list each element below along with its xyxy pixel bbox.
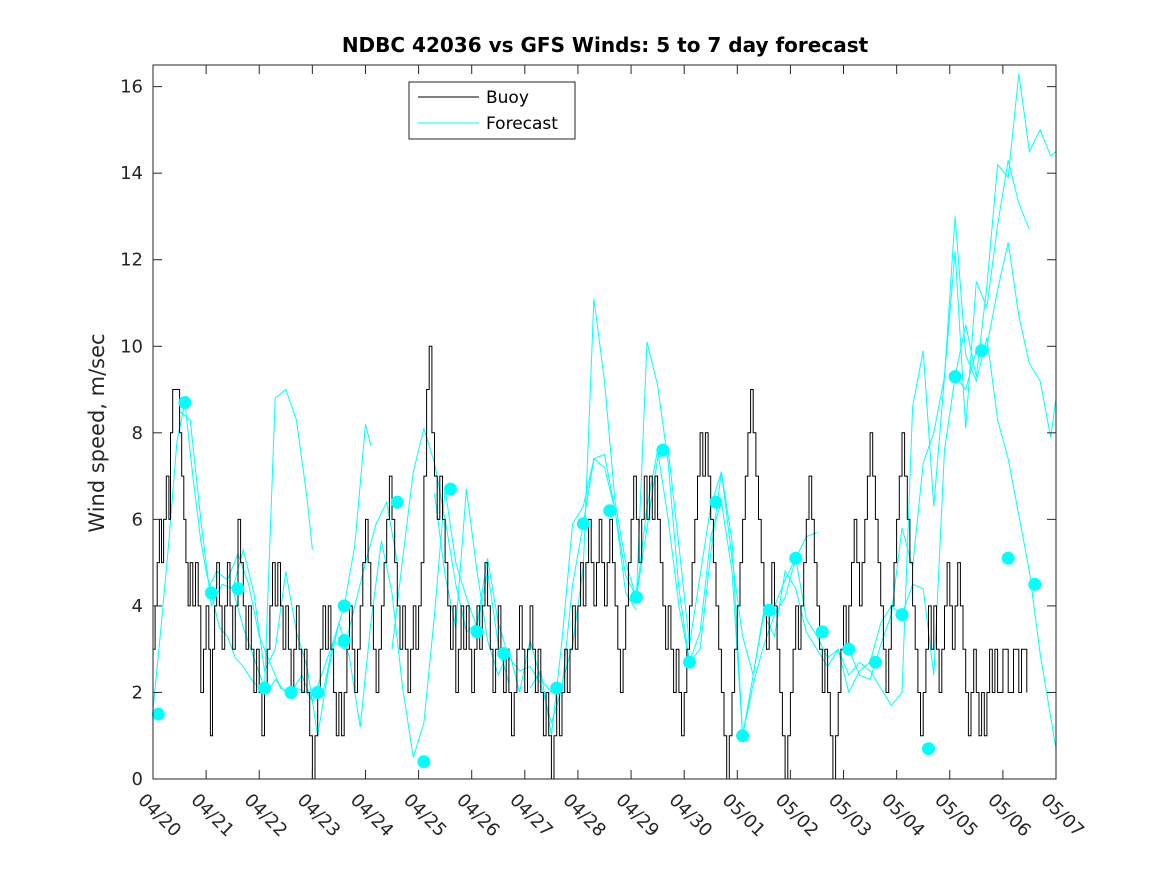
forecast-point — [603, 504, 617, 518]
forecast-point — [895, 608, 909, 622]
forecast-line — [205, 424, 372, 702]
forecast-point — [576, 517, 590, 531]
y-tick-label: 0 — [132, 769, 143, 790]
forecast-point — [975, 344, 989, 358]
legend-label-forecast: Forecast — [486, 114, 558, 134]
x-tick-label: 04/30 — [665, 790, 717, 842]
forecast-line — [434, 298, 744, 736]
legend-label-buoy: Buoy — [486, 88, 529, 108]
x-tick-label: 04/21 — [187, 790, 239, 842]
forecast-point — [417, 755, 431, 769]
forecast-point — [656, 443, 670, 457]
forecast-point — [204, 586, 218, 600]
forecast-point — [1028, 577, 1042, 591]
x-tick-label: 04/29 — [612, 790, 664, 842]
y-axis-label: Wind speed, m/sec — [85, 333, 109, 532]
y-tick-label: 8 — [132, 423, 143, 444]
x-tick-label: 04/26 — [452, 790, 504, 842]
forecast-point — [842, 642, 856, 656]
x-tick-label: 04/22 — [240, 790, 292, 842]
buoy-line — [153, 345, 1028, 780]
forecast-point — [736, 729, 750, 743]
x-tick-label: 05/02 — [771, 790, 823, 842]
forecast-point — [444, 482, 457, 496]
legend: Buoy Forecast — [408, 81, 576, 140]
x-tick-label: 05/07 — [1036, 790, 1088, 842]
y-tick-label: 14 — [120, 163, 143, 184]
x-tick-label: 04/20 — [133, 790, 185, 842]
forecast-line — [152, 402, 398, 710]
x-tick-label: 04/24 — [346, 790, 398, 842]
y-tick-label: 6 — [132, 509, 143, 530]
x-tick-label: 04/27 — [505, 790, 557, 842]
plot-frame — [152, 64, 1057, 780]
x-tick-label: 04/28 — [558, 790, 610, 842]
y-tick-label: 4 — [132, 596, 143, 617]
forecast-point — [868, 655, 882, 669]
forecast-point — [284, 686, 298, 699]
x-tick-label: 04/23 — [293, 790, 345, 842]
forecast-point — [709, 495, 723, 509]
forecast-point — [1001, 551, 1015, 565]
forecast-point — [815, 625, 829, 639]
forecast-point — [258, 681, 271, 695]
forecast-point — [337, 634, 351, 647]
legend-box — [408, 81, 576, 140]
forecast-point — [683, 655, 696, 669]
y-tick-label: 16 — [120, 77, 143, 98]
forecast-point — [789, 551, 803, 565]
x-tick-label: 05/03 — [824, 790, 876, 842]
x-tick-label: 05/04 — [877, 790, 929, 842]
x-tick-label: 05/05 — [930, 790, 982, 842]
forecast-point — [390, 495, 404, 509]
forecast-line — [742, 216, 1057, 749]
y-tick-label: 12 — [120, 250, 143, 271]
forecast-point — [762, 603, 776, 617]
forecast-line — [954, 242, 1057, 438]
forecast-line — [848, 160, 1030, 681]
forecast-point — [151, 707, 165, 721]
forecast-point — [337, 599, 351, 613]
forecast-line — [391, 426, 637, 725]
x-tick-label: 05/06 — [983, 790, 1035, 842]
y-tick-label: 10 — [120, 336, 143, 357]
forecast-point — [550, 681, 564, 695]
forecast-point — [470, 625, 484, 639]
forecast-point — [231, 582, 245, 596]
forecast-point — [948, 370, 962, 384]
chart-title: NDBC 42036 vs GFS Winds: 5 to 7 day fore… — [342, 33, 869, 57]
forecast-point — [629, 590, 643, 604]
forecast-point — [497, 647, 511, 660]
y-tick-label: 2 — [132, 682, 143, 703]
x-tick-label: 04/25 — [399, 790, 451, 842]
x-tick-label: 05/01 — [718, 790, 770, 842]
forecast-line — [232, 489, 510, 758]
forecast-point — [922, 742, 935, 756]
forecast-point — [178, 396, 192, 409]
forecast-point — [311, 686, 325, 699]
